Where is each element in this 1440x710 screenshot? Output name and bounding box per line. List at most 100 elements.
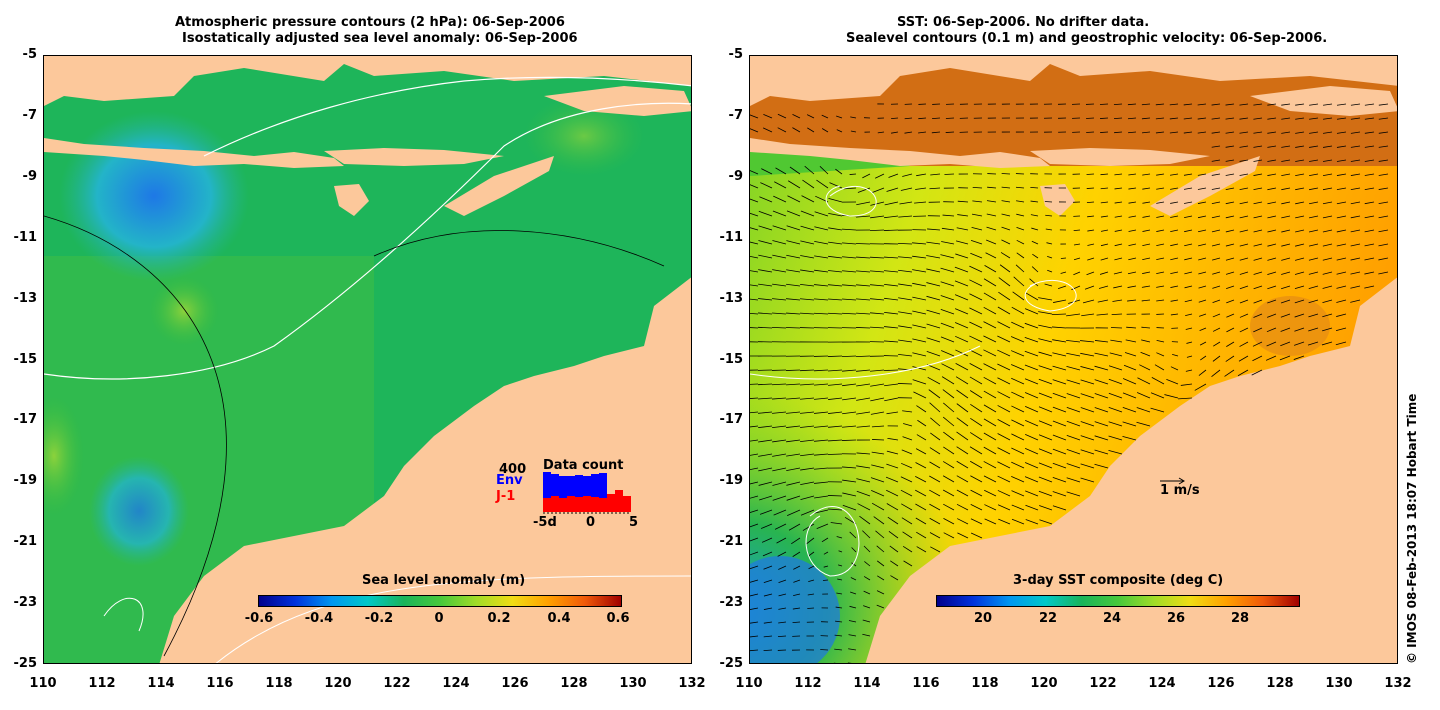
velocity-arrow (870, 369, 885, 372)
velocity-arrow (1212, 271, 1221, 275)
velocity-arrow (1170, 173, 1179, 176)
velocity-arrow (1011, 405, 1025, 413)
velocity-arrow (1239, 117, 1249, 120)
velocity-arrow (1137, 377, 1151, 385)
velocity-arrow (983, 461, 997, 469)
velocity-arrow (1156, 285, 1165, 288)
velocity-arrow (1150, 392, 1165, 399)
velocity-arrow (884, 311, 899, 315)
velocity-arrow (1378, 159, 1389, 162)
velocity-arrow (1194, 383, 1207, 391)
velocity-arrow (816, 179, 829, 189)
velocity-arrow (862, 173, 871, 179)
velocity-arrow (786, 495, 801, 501)
velocity-arrow (970, 239, 983, 245)
velocity-arrow (876, 545, 885, 553)
velocity-arrow (1110, 327, 1123, 329)
velocity-arrow (800, 397, 815, 400)
sla-land-flores (324, 148, 504, 166)
velocity-arrow (1128, 187, 1137, 190)
velocity-arrow (1080, 477, 1095, 483)
velocity-arrow (870, 312, 885, 315)
velocity-arrow (772, 298, 787, 301)
velocity-arrow (772, 240, 787, 245)
velocity-arrow (856, 383, 871, 387)
velocity-arrow (1053, 299, 1067, 303)
velocity-arrow (750, 593, 759, 597)
velocity-arrow (997, 349, 1011, 357)
velocity-arrow (750, 537, 759, 542)
velocity-arrow (926, 295, 941, 301)
velocity-arrow (912, 366, 927, 371)
velocity-arrow (785, 327, 801, 329)
velocity-arrow (1142, 243, 1151, 247)
velocity-arrow (1198, 257, 1207, 261)
velocity-arrow (1086, 201, 1095, 204)
velocity-arrow (1087, 257, 1095, 261)
velocity-arrow (1100, 117, 1109, 119)
velocity-arrow (1295, 173, 1305, 176)
velocity-arrow (926, 255, 941, 259)
left-lat-tick: -19 (13, 473, 38, 489)
velocity-arrow (847, 662, 852, 663)
velocity-arrow (1350, 271, 1361, 275)
velocity-arrow (1001, 200, 1011, 203)
velocity-arrow (856, 298, 871, 301)
velocity-arrow (856, 452, 871, 455)
velocity-arrow (957, 518, 969, 525)
velocity-arrow (1136, 407, 1151, 413)
velocity-arrow (1087, 229, 1095, 232)
velocity-arrow (750, 607, 759, 610)
velocity-arrow (870, 201, 885, 206)
left-lon-tick: 118 (265, 676, 293, 691)
velocity-arrow (1253, 299, 1263, 304)
right-lon-tick: 118 (971, 676, 999, 691)
velocity-arrow (926, 268, 941, 273)
velocity-arrow (1211, 145, 1221, 148)
sla-colorbar-title: Sea level anomaly (m) (362, 573, 526, 588)
velocity-arrow (916, 405, 927, 413)
velocity-arrow (1350, 229, 1361, 233)
left-lat-tick: -11 (13, 229, 38, 245)
velocity-arrow (1066, 313, 1081, 317)
velocity-arrow (841, 312, 857, 315)
velocity-arrow (1239, 341, 1249, 347)
velocity-arrow (1350, 299, 1361, 303)
velocity-arrow (929, 475, 941, 483)
velocity-arrow (997, 475, 1011, 483)
velocity-arrow (870, 411, 885, 415)
velocity-arrow (1100, 257, 1109, 261)
velocity-arrow (877, 131, 885, 134)
velocity-arrow (1142, 271, 1151, 274)
velocity-arrow (772, 453, 787, 457)
velocity-arrow (848, 634, 857, 637)
velocity-arrow (772, 397, 787, 400)
velocity-arrow (772, 254, 787, 259)
velocity-arrow (1122, 421, 1137, 427)
velocity-arrow (1025, 490, 1039, 497)
velocity-arrow (1080, 340, 1095, 343)
velocity-arrow (771, 326, 787, 329)
velocity-arrow (1045, 228, 1053, 231)
velocity-arrow (1239, 313, 1249, 318)
velocity-arrow (955, 363, 969, 371)
velocity-arrow (1211, 369, 1221, 378)
velocity-arrow (1267, 215, 1277, 219)
velocity-arrow (842, 504, 857, 511)
velocity-arrow (1322, 131, 1333, 134)
velocity-arrow (1364, 285, 1375, 289)
velocity-arrow (898, 269, 913, 273)
velocity-arrow (1010, 364, 1025, 371)
velocity-arrow (954, 266, 969, 273)
velocity-arrow (1350, 285, 1361, 289)
velocity-arrow (1109, 352, 1123, 357)
velocity-arrow (970, 475, 983, 483)
velocity-arrow (940, 267, 955, 273)
velocity-arrow (1114, 215, 1123, 218)
velocity-arrow (750, 635, 759, 638)
velocity-arrow (1080, 393, 1095, 399)
velocity-arrow (1281, 201, 1291, 205)
left-lat-tick: -21 (13, 534, 38, 550)
velocity-arrow (1012, 291, 1025, 301)
velocity-arrow (873, 516, 885, 525)
